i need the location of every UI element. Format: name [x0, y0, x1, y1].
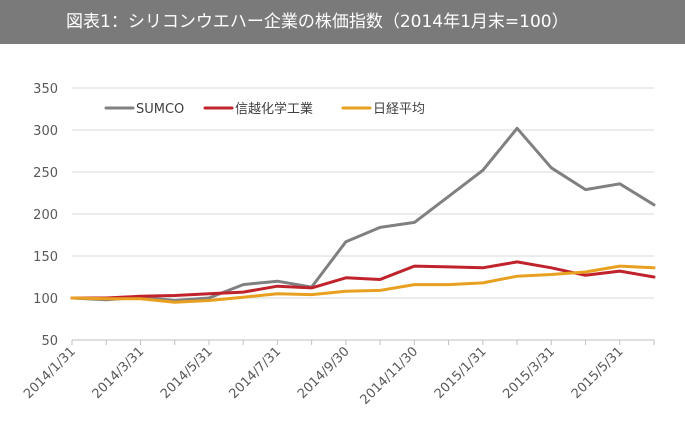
y-tick-label: 150 [33, 250, 58, 265]
x-tick-label: 2014/3/31 [90, 344, 148, 402]
x-tick-label: 2014/11/30 [358, 344, 422, 408]
series-line-0 [70, 126, 656, 302]
legend-label: SUMCO [136, 102, 184, 117]
y-tick-label: 50 [41, 334, 58, 349]
x-tick-label: 2014/1/31 [21, 344, 79, 402]
x-tick-label: 2014/5/31 [158, 344, 216, 402]
gridlines [72, 87, 654, 299]
x-tick-label: 2015/5/31 [569, 344, 627, 402]
y-tick-label: 200 [33, 208, 58, 223]
y-axis-tick-labels: 50 100 150 200 250 300 350 [33, 82, 58, 349]
y-tick-label: 250 [33, 166, 58, 181]
series-line-1 [70, 260, 656, 300]
x-axis-tick-labels: 2014/1/31 2014/3/31 2014/5/31 2014/7/31 2014… [21, 344, 627, 408]
x-tick-label: 2015/3/31 [500, 344, 558, 402]
x-tick-label: 2015/1/31 [432, 344, 490, 402]
legend: SUMCO 信越化学工業 日経平均 [104, 101, 425, 117]
series-line-2 [70, 264, 656, 304]
y-tick-label: 100 [33, 292, 58, 307]
y-tick-label: 350 [33, 82, 58, 97]
y-tick-label: 300 [33, 124, 58, 139]
x-axis [71, 339, 655, 345]
legend-label: 信越化学工業 [235, 101, 313, 117]
x-tick-label: 2014/9/30 [295, 344, 353, 402]
legend-label: 日経平均 [373, 102, 425, 117]
x-tick-label: 2014/7/31 [226, 344, 284, 402]
series-lines [70, 126, 656, 304]
chart-title: 図表1：シリコンウエハー企業の株価指数（2014年1月末=100） [0, 0, 685, 44]
